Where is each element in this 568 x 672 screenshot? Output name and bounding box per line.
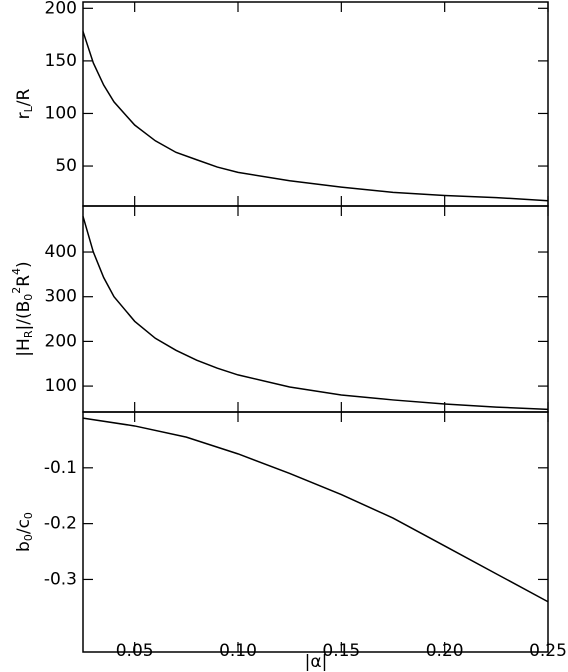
x-tick-label: 0.20 [426, 641, 464, 661]
y-tick-label: 50 [55, 156, 77, 176]
label-part: |/(B [14, 301, 34, 331]
data-line [82, 216, 549, 411]
plot-frame [82, 205, 549, 413]
data-line [82, 31, 549, 202]
y-axis-label: |HR|/(B02R4) [10, 261, 35, 356]
plot-frame [82, 411, 549, 653]
x-tick-label: 0.10 [219, 641, 257, 661]
label-part: R [14, 275, 34, 287]
label-part: r [14, 112, 34, 119]
label-part: 4 [10, 268, 23, 275]
label-part: b [14, 541, 34, 552]
label-part: /c [14, 519, 34, 534]
label-part: ) [14, 261, 34, 268]
y-tick-label: -0.1 [44, 458, 77, 478]
x-tick-label: 0.15 [322, 641, 360, 661]
y-tick-label: -0.2 [44, 514, 77, 534]
x-tick-label: 0.05 [116, 641, 154, 661]
label-part: /R [14, 88, 34, 106]
y-axis-label: b0/c0 [14, 512, 35, 552]
y-axis-label: rL/R [14, 88, 35, 119]
label-part: L [22, 105, 35, 112]
y-tick-label: 200 [45, 331, 77, 351]
y-tick-label: 300 [45, 287, 77, 307]
label-part: 2 [10, 287, 23, 294]
x-tick-label: 0.25 [529, 641, 567, 661]
label-part: 0 [22, 512, 35, 519]
plot-frame [82, 1, 549, 207]
y-tick-label: 200 [45, 0, 77, 18]
y-tick-label: 400 [45, 242, 77, 262]
data-line [82, 417, 549, 603]
y-tick-label: 150 [45, 51, 77, 71]
y-tick-label: 100 [45, 376, 77, 396]
label-part: R [22, 330, 35, 338]
y-tick-label: 100 [45, 103, 77, 123]
label-part: 0 [22, 534, 35, 541]
y-tick-label: -0.3 [44, 569, 77, 589]
label-part: 0 [22, 294, 35, 301]
label-part: |H [14, 338, 34, 357]
x-axis-label: |α| [305, 652, 328, 672]
